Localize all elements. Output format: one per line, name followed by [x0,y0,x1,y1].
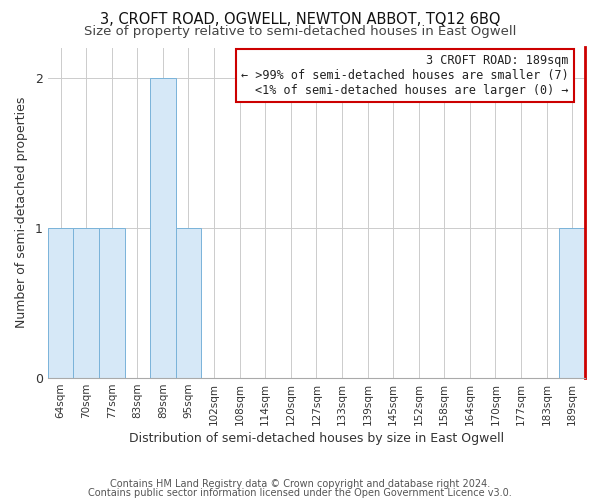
Y-axis label: Number of semi-detached properties: Number of semi-detached properties [15,97,28,328]
Text: Contains HM Land Registry data © Crown copyright and database right 2024.: Contains HM Land Registry data © Crown c… [110,479,490,489]
X-axis label: Distribution of semi-detached houses by size in East Ogwell: Distribution of semi-detached houses by … [129,432,504,445]
Text: Size of property relative to semi-detached houses in East Ogwell: Size of property relative to semi-detach… [84,25,516,38]
Text: 3 CROFT ROAD: 189sqm
← >99% of semi-detached houses are smaller (7)
<1% of semi-: 3 CROFT ROAD: 189sqm ← >99% of semi-deta… [241,54,569,97]
Bar [73,228,99,378]
Text: 3, CROFT ROAD, OGWELL, NEWTON ABBOT, TQ12 6BQ: 3, CROFT ROAD, OGWELL, NEWTON ABBOT, TQ1… [100,12,500,28]
Bar [150,78,176,378]
Bar [176,228,201,378]
Bar [48,228,73,378]
Bar [99,228,125,378]
Text: Contains public sector information licensed under the Open Government Licence v3: Contains public sector information licen… [88,488,512,498]
Bar [559,228,585,378]
